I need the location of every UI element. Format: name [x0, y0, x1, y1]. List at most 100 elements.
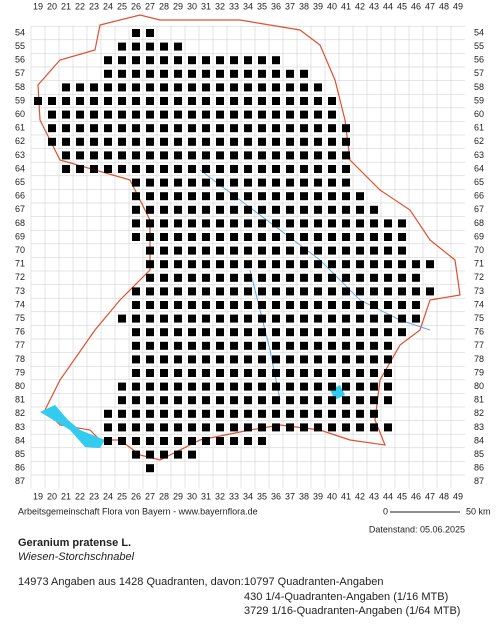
occurrence-square: [76, 83, 84, 92]
occurrence-square: [300, 69, 308, 78]
occurrence-square: [412, 273, 420, 282]
occurrence-square: [244, 219, 252, 228]
row-label: 81: [474, 395, 484, 405]
occurrence-square: [300, 178, 308, 187]
occurrence-square: [230, 219, 238, 228]
occurrence-square: [216, 233, 224, 241]
occurrence-square: [328, 260, 336, 269]
row-label: 59: [15, 95, 25, 105]
column-label: 36: [271, 491, 281, 501]
occurrence-square: [230, 110, 238, 119]
occurrence-square: [160, 192, 168, 201]
row-label: 59: [474, 95, 484, 105]
occurrence-square: [314, 97, 322, 105]
row-label: 85: [15, 449, 25, 459]
occurrence-square: [300, 423, 308, 432]
occurrence-square: [398, 301, 406, 309]
occurrence-square: [146, 205, 154, 214]
occurrence-square: [230, 341, 238, 350]
occurrence-square: [160, 124, 168, 133]
occurrence-square: [132, 396, 140, 405]
occurrence-square: [104, 409, 112, 418]
row-label: 83: [15, 422, 25, 432]
row-label: 54: [15, 27, 25, 37]
occurrence-square: [286, 273, 294, 282]
row-label: 65: [474, 177, 484, 187]
column-label: 31: [201, 491, 211, 501]
occurrence-square: [146, 437, 154, 445]
occurrence-square: [258, 178, 266, 187]
occurrence-square: [174, 233, 182, 241]
occurrence-square: [258, 192, 266, 201]
occurrence-square: [272, 396, 280, 405]
occurrence-square: [188, 165, 196, 173]
occurrence-square: [328, 178, 336, 187]
occurrence-square: [146, 192, 154, 201]
occurrence-square: [132, 29, 140, 37]
occurrence-square: [174, 409, 182, 418]
occurrence-square: [202, 205, 210, 214]
column-label: 32: [215, 1, 225, 11]
occurrence-square: [146, 450, 154, 459]
occurrence-square: [202, 137, 210, 146]
occurrence-square: [398, 246, 406, 255]
occurrence-square: [370, 396, 378, 405]
occurrence-square: [328, 341, 336, 350]
occurrence-square: [160, 328, 168, 337]
occurrence-square: [314, 260, 322, 269]
occurrence-square: [146, 137, 154, 146]
occurrence-square: [216, 165, 224, 173]
occurrence-square: [202, 165, 210, 173]
occurrence-square: [314, 110, 322, 119]
occurrence-square: [370, 328, 378, 337]
occurrence-square: [146, 260, 154, 269]
occurrence-square: [300, 287, 308, 296]
occurrence-square: [384, 301, 392, 309]
occurrence-square: [76, 97, 84, 105]
occurrence-square: [216, 328, 224, 337]
occurrence-square: [244, 409, 252, 418]
occurrence-square: [314, 314, 322, 323]
occurrence-square: [62, 137, 70, 146]
column-label: 49: [453, 491, 463, 501]
occurrence-square: [244, 328, 252, 337]
row-label: 87: [15, 476, 25, 486]
occurrence-square: [384, 314, 392, 323]
occurrence-square: [90, 83, 98, 92]
occurrence-square: [48, 137, 56, 146]
occurrence-square: [272, 369, 280, 377]
occurrence-square: [146, 42, 154, 51]
occurrence-square: [118, 151, 126, 160]
occurrence-square: [132, 301, 140, 309]
occurrence-square: [314, 382, 322, 391]
occurrence-square: [384, 423, 392, 432]
row-label: 72: [15, 272, 25, 282]
occurrence-square: [328, 314, 336, 323]
occurrence-square: [160, 423, 168, 432]
occurrence-square: [412, 287, 420, 296]
occurrence-square: [174, 355, 182, 364]
occurrence-square: [412, 260, 420, 269]
occurrence-square: [384, 328, 392, 337]
occurrence-square: [244, 56, 252, 65]
row-label: 61: [474, 123, 484, 133]
occurrence-square: [370, 423, 378, 432]
occurrence-square: [188, 287, 196, 296]
occurrence-square: [272, 260, 280, 269]
column-label: 22: [75, 491, 85, 501]
occurrence-square: [104, 137, 112, 146]
column-label: 44: [383, 1, 393, 11]
column-label: 38: [299, 1, 309, 11]
occurrence-square: [230, 328, 238, 337]
occurrence-square: [356, 246, 364, 255]
occurrence-square: [314, 355, 322, 364]
occurrence-square: [230, 314, 238, 323]
occurrence-square: [258, 382, 266, 391]
occurrence-square: [286, 341, 294, 350]
occurrence-square: [244, 341, 252, 350]
occurrence-square: [146, 328, 154, 337]
occurrence-square: [216, 56, 224, 65]
occurrence-square: [342, 273, 350, 282]
occurrence-square: [328, 137, 336, 146]
occurrence-square: [272, 205, 280, 214]
